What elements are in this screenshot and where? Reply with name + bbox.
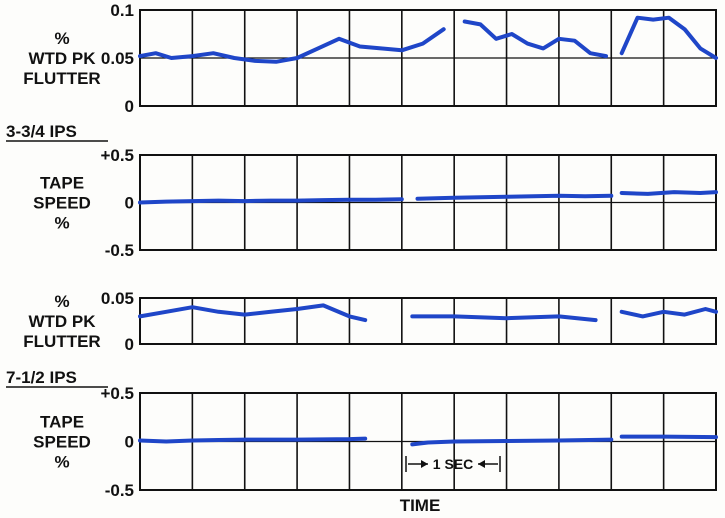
y-axis-label: TAPE bbox=[40, 413, 84, 432]
scale-annotation: 1 SEC bbox=[433, 456, 473, 472]
series-line bbox=[619, 307, 718, 319]
y-tick-label: -0.5 bbox=[105, 481, 134, 500]
panel-frame bbox=[139, 297, 717, 345]
y-axis-label: FLUTTER bbox=[23, 69, 100, 88]
y-axis-label: WTD PK bbox=[28, 312, 96, 331]
y-axis-label: % bbox=[54, 453, 69, 472]
y-axis-label: TAPE bbox=[40, 174, 84, 193]
scale-arrowhead-right bbox=[478, 460, 485, 468]
series-line bbox=[619, 434, 718, 440]
y-tick-label: 0 bbox=[125, 97, 134, 116]
y-tick-label: +0.5 bbox=[100, 146, 134, 165]
series-line bbox=[462, 19, 608, 59]
y-tick-label: 0 bbox=[125, 335, 134, 354]
series-line bbox=[619, 15, 718, 60]
series-line bbox=[619, 190, 718, 196]
y-tick-label: 0 bbox=[125, 433, 134, 452]
series-line bbox=[410, 314, 598, 323]
section-label-s2: 7-1/2 IPS bbox=[6, 368, 77, 387]
y-tick-label: +0.5 bbox=[100, 384, 134, 403]
panel-2 bbox=[138, 154, 718, 251]
series-line bbox=[138, 436, 368, 444]
y-axis-label: SPEED bbox=[33, 194, 91, 213]
series-line bbox=[415, 193, 614, 201]
y-tick-label: 0.1 bbox=[110, 1, 134, 20]
y-tick-label: 0.05 bbox=[101, 49, 134, 68]
panel-4 bbox=[138, 392, 718, 491]
y-tick-label: 0.05 bbox=[101, 289, 134, 308]
y-axis-label: % bbox=[54, 292, 69, 311]
panel-1 bbox=[138, 9, 718, 107]
series-line bbox=[138, 197, 404, 205]
section-label-s1: 3-3/4 IPS bbox=[6, 122, 77, 141]
series-line bbox=[138, 303, 368, 323]
series-line bbox=[410, 437, 614, 447]
x-axis-label: TIME bbox=[400, 496, 441, 515]
scale-arrowhead-left bbox=[421, 460, 428, 468]
y-axis-label: FLUTTER bbox=[23, 332, 100, 351]
y-axis-label: % bbox=[54, 214, 69, 233]
y-tick-label: -0.5 bbox=[105, 241, 134, 260]
y-axis-label: % bbox=[54, 29, 69, 48]
panel-3 bbox=[138, 297, 718, 345]
y-tick-label: 0 bbox=[125, 194, 134, 213]
series-line bbox=[138, 27, 446, 64]
y-axis-label: SPEED bbox=[33, 433, 91, 452]
y-axis-label: WTD PK bbox=[28, 49, 96, 68]
